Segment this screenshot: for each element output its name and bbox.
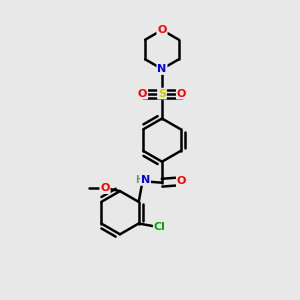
- Text: N: N: [141, 175, 150, 185]
- Text: H: H: [135, 175, 144, 185]
- Text: O: O: [177, 88, 186, 99]
- Text: O: O: [157, 25, 167, 35]
- Text: O: O: [100, 183, 110, 193]
- Text: S: S: [158, 88, 166, 99]
- Text: O: O: [177, 176, 186, 186]
- Text: N: N: [158, 64, 166, 74]
- Text: O: O: [138, 88, 147, 99]
- Text: Cl: Cl: [154, 221, 166, 232]
